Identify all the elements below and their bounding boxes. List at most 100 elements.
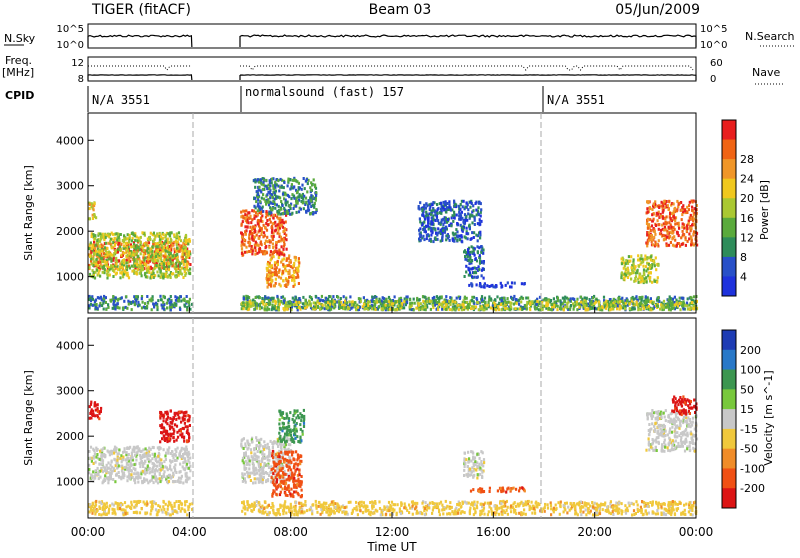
data-cell [126, 307, 128, 310]
data-cell [692, 201, 694, 204]
data-cell [159, 462, 161, 465]
data-cell [592, 296, 594, 299]
data-cell [253, 217, 255, 220]
data-cell [343, 304, 345, 307]
data-cell [418, 302, 420, 305]
data-cell [136, 239, 138, 242]
data-cell [263, 198, 265, 201]
data-cell [287, 178, 289, 181]
data-cell [96, 307, 98, 310]
data-cell [163, 470, 165, 473]
data-cell [475, 234, 477, 237]
data-cell [667, 305, 669, 308]
data-cell [440, 240, 442, 243]
data-cell [426, 217, 428, 220]
data-cell [259, 208, 261, 211]
data-cell [686, 227, 688, 230]
data-cell [98, 297, 100, 300]
data-cell [122, 307, 124, 310]
data-cell [246, 297, 248, 300]
data-cell [130, 254, 132, 257]
data-cell [365, 307, 367, 310]
data-cell [156, 306, 158, 309]
data-cell [429, 206, 431, 209]
data-cell [693, 213, 695, 216]
data-cell [267, 263, 269, 266]
data-cell [254, 253, 256, 256]
data-cell [519, 308, 521, 311]
data-cell [245, 209, 247, 212]
data-cell [148, 241, 150, 244]
data-cell [467, 251, 469, 254]
data-cell [188, 467, 190, 470]
data-cell [157, 481, 159, 484]
data-cell [266, 236, 268, 239]
data-cell [670, 226, 672, 229]
data-cell [155, 255, 157, 258]
data-cell [415, 307, 417, 310]
data-cell [276, 210, 278, 213]
data-cell [321, 295, 323, 298]
data-cell [425, 231, 427, 234]
data-cell [288, 254, 290, 257]
data-cell [96, 449, 98, 452]
data-cell [308, 300, 310, 303]
data-cell [643, 268, 645, 271]
data-cell [471, 267, 473, 270]
data-cell [287, 184, 289, 187]
data-cell [474, 271, 476, 274]
data-cell [691, 224, 693, 227]
data-cell [151, 254, 153, 257]
data-cell [510, 302, 512, 305]
nsky-trace [88, 35, 696, 47]
data-cell [258, 229, 260, 232]
data-cell [142, 246, 144, 249]
data-cell [121, 470, 123, 473]
cpid-row: CPID N/A 3551 normalsound (fast) 157 N/A… [5, 85, 605, 112]
cpid-label: CPID [5, 89, 34, 102]
data-cell [449, 308, 451, 311]
data-cell [449, 239, 451, 242]
data-cell [151, 479, 153, 482]
data-cell [480, 251, 482, 254]
data-cell [434, 228, 436, 231]
data-cell [285, 234, 287, 237]
data-cell [88, 468, 90, 471]
data-cell [133, 479, 135, 482]
data-cell [674, 228, 676, 231]
data-cell [134, 272, 136, 275]
data-cell [186, 300, 188, 303]
data-cell [267, 267, 269, 270]
data-cell [159, 238, 161, 241]
data-cell [280, 277, 282, 280]
data-cell [447, 218, 449, 221]
data-cell [169, 234, 171, 237]
data-cell [272, 243, 274, 246]
nave-tick-top: 60 [710, 58, 723, 69]
data-cell [139, 239, 141, 242]
data-cell [634, 277, 636, 280]
data-cell [276, 241, 278, 244]
data-cell [436, 301, 438, 304]
data-cell [430, 213, 432, 216]
nsearch-tick-top: 10^5 [700, 24, 727, 35]
data-cell [143, 253, 145, 256]
data-cell [269, 192, 271, 195]
data-cell [682, 302, 684, 305]
data-cell [284, 265, 286, 268]
data-cell [680, 236, 682, 239]
data-cell [445, 308, 447, 311]
data-cell [656, 243, 658, 246]
data-cell [686, 224, 688, 227]
data-cell [175, 299, 177, 302]
data-cell [580, 296, 582, 299]
data-cell [93, 253, 95, 256]
data-cell [425, 207, 427, 210]
data-cell [663, 200, 665, 203]
data-cell [303, 195, 305, 198]
data-cell [298, 301, 300, 304]
data-cell [281, 238, 283, 241]
freq-unit: [MHz] [2, 66, 34, 79]
data-cell [690, 237, 692, 240]
